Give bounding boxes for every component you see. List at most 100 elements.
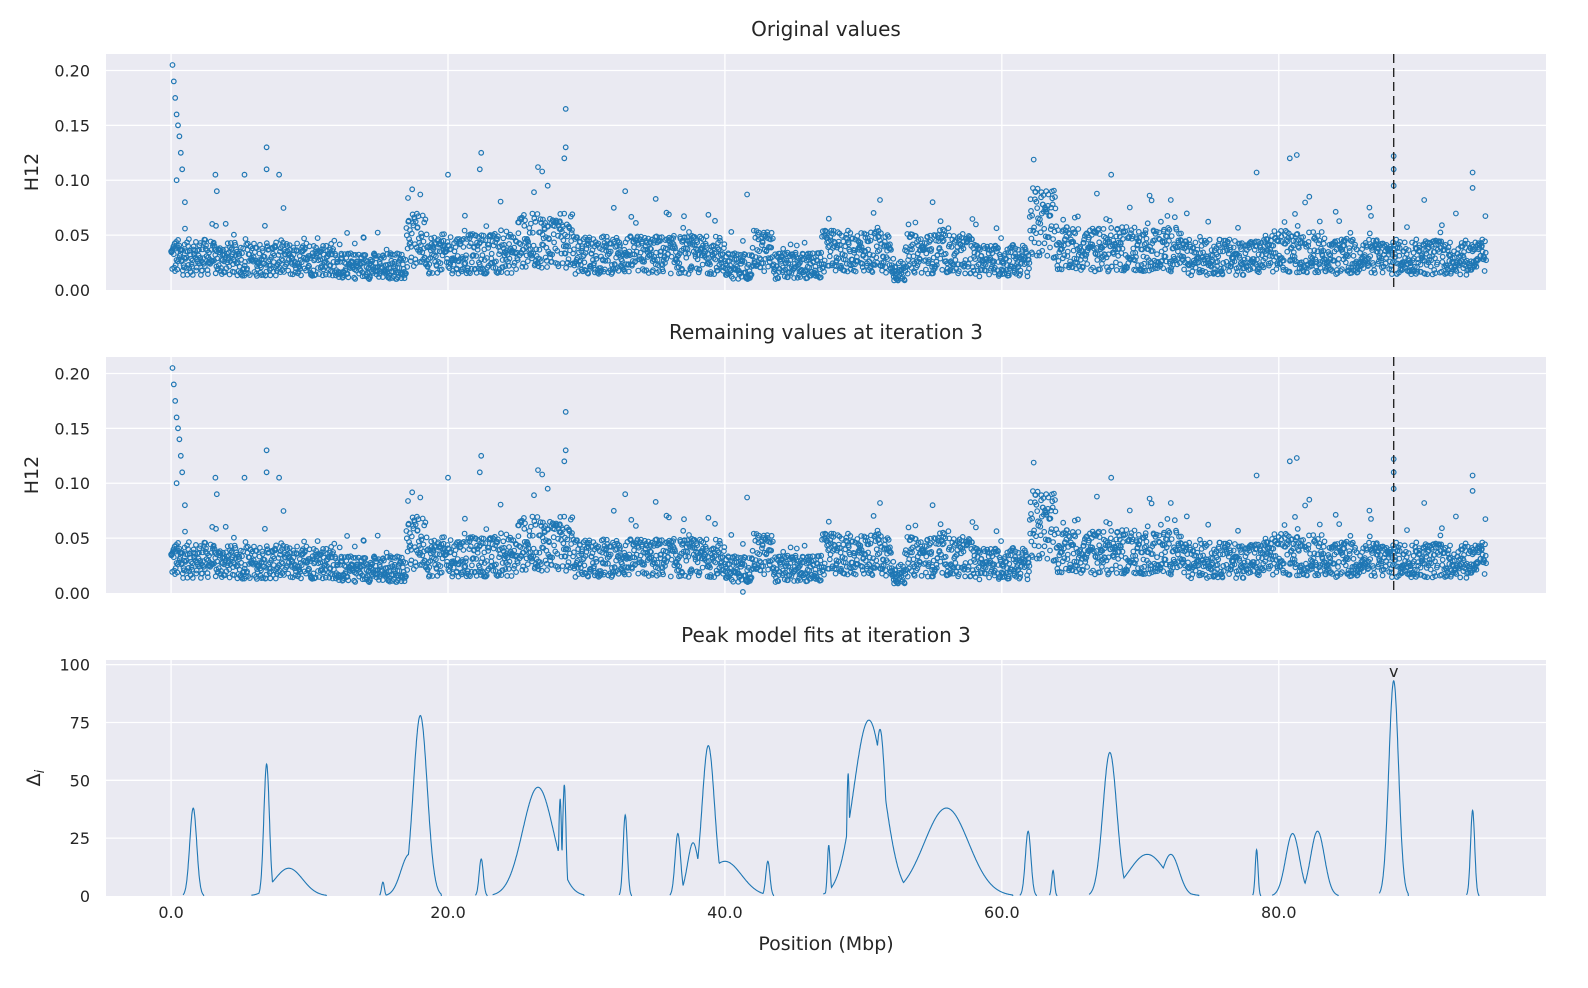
data-point — [306, 263, 313, 270]
data-point — [233, 260, 240, 267]
data-point — [344, 229, 351, 236]
data-point — [660, 268, 666, 275]
data-point — [460, 235, 467, 242]
data-point — [740, 237, 746, 244]
data-point — [426, 261, 433, 268]
data-point — [227, 240, 234, 246]
data-point — [470, 252, 477, 259]
data-point — [584, 270, 591, 276]
data-point — [880, 254, 887, 261]
data-point — [391, 261, 398, 267]
data-point — [189, 272, 196, 278]
data-point — [462, 212, 468, 219]
data-point — [338, 252, 345, 258]
data-point — [246, 272, 253, 279]
data-point — [267, 272, 274, 279]
data-point — [787, 257, 794, 264]
data-point — [828, 237, 834, 244]
data-point — [317, 256, 324, 263]
data-point — [320, 242, 327, 249]
data-point — [769, 235, 776, 242]
data-point — [494, 236, 501, 243]
data-point — [749, 244, 756, 251]
data-point — [230, 231, 237, 238]
data-point — [667, 270, 674, 277]
data-point — [572, 271, 579, 277]
data-point — [867, 237, 874, 244]
data-point — [211, 242, 218, 249]
data-point — [275, 251, 282, 258]
data-point — [817, 274, 824, 281]
data-point — [533, 246, 540, 253]
data-point — [351, 274, 358, 281]
data-point — [508, 270, 515, 276]
data-point — [635, 241, 642, 248]
data-point — [748, 271, 755, 278]
data-point — [558, 250, 565, 257]
data-point — [199, 267, 206, 274]
data-point — [545, 223, 551, 230]
data-point — [557, 210, 564, 217]
data-point — [322, 271, 329, 278]
data-point — [369, 258, 376, 264]
data-point — [372, 252, 379, 259]
data-point — [525, 238, 531, 245]
data-point — [672, 245, 678, 252]
data-point — [641, 234, 648, 241]
data-point — [405, 195, 411, 201]
data-point — [590, 257, 596, 263]
data-point — [407, 258, 414, 265]
data-point — [374, 229, 381, 236]
data-point — [877, 262, 884, 269]
data-point — [419, 212, 426, 219]
data-point — [888, 246, 894, 253]
data-point — [656, 234, 663, 241]
data-point — [185, 236, 192, 243]
data-point — [544, 264, 550, 270]
data-point — [561, 210, 568, 217]
data-point — [422, 216, 429, 223]
data-point — [301, 235, 308, 242]
data-point — [759, 242, 765, 249]
data-point — [522, 263, 529, 270]
data-point — [522, 217, 528, 224]
data-point — [217, 247, 224, 254]
data-point — [314, 235, 321, 242]
plot-area-1 — [106, 54, 1546, 290]
data-point — [528, 220, 534, 227]
data-point — [490, 264, 497, 271]
data-point — [686, 229, 692, 235]
data-point — [721, 245, 727, 252]
data-point — [426, 269, 433, 276]
data-point — [546, 236, 552, 243]
data-point — [741, 259, 748, 265]
data-point — [462, 255, 469, 262]
data-point — [414, 224, 421, 231]
data-point — [569, 211, 576, 218]
data-point — [197, 254, 204, 261]
data-point — [460, 255, 466, 262]
data-point — [517, 241, 524, 248]
data-point — [422, 255, 428, 262]
data-point — [756, 255, 763, 262]
data-point — [309, 272, 316, 279]
data-point — [562, 250, 569, 257]
data-point — [408, 243, 415, 250]
data-point — [334, 258, 341, 265]
data-point — [222, 220, 229, 227]
data-point — [801, 239, 808, 246]
data-point — [878, 230, 884, 237]
data-point — [412, 218, 419, 225]
data-point — [294, 240, 301, 247]
data-point — [469, 259, 475, 266]
data-point — [768, 229, 775, 236]
data-point — [705, 211, 712, 218]
data-point — [735, 251, 741, 258]
data-point — [303, 240, 310, 247]
data-point — [565, 256, 572, 263]
data-point — [229, 251, 236, 258]
data-point — [695, 269, 702, 276]
data-point — [298, 272, 304, 279]
data-point — [668, 253, 675, 260]
data-point — [193, 267, 200, 274]
